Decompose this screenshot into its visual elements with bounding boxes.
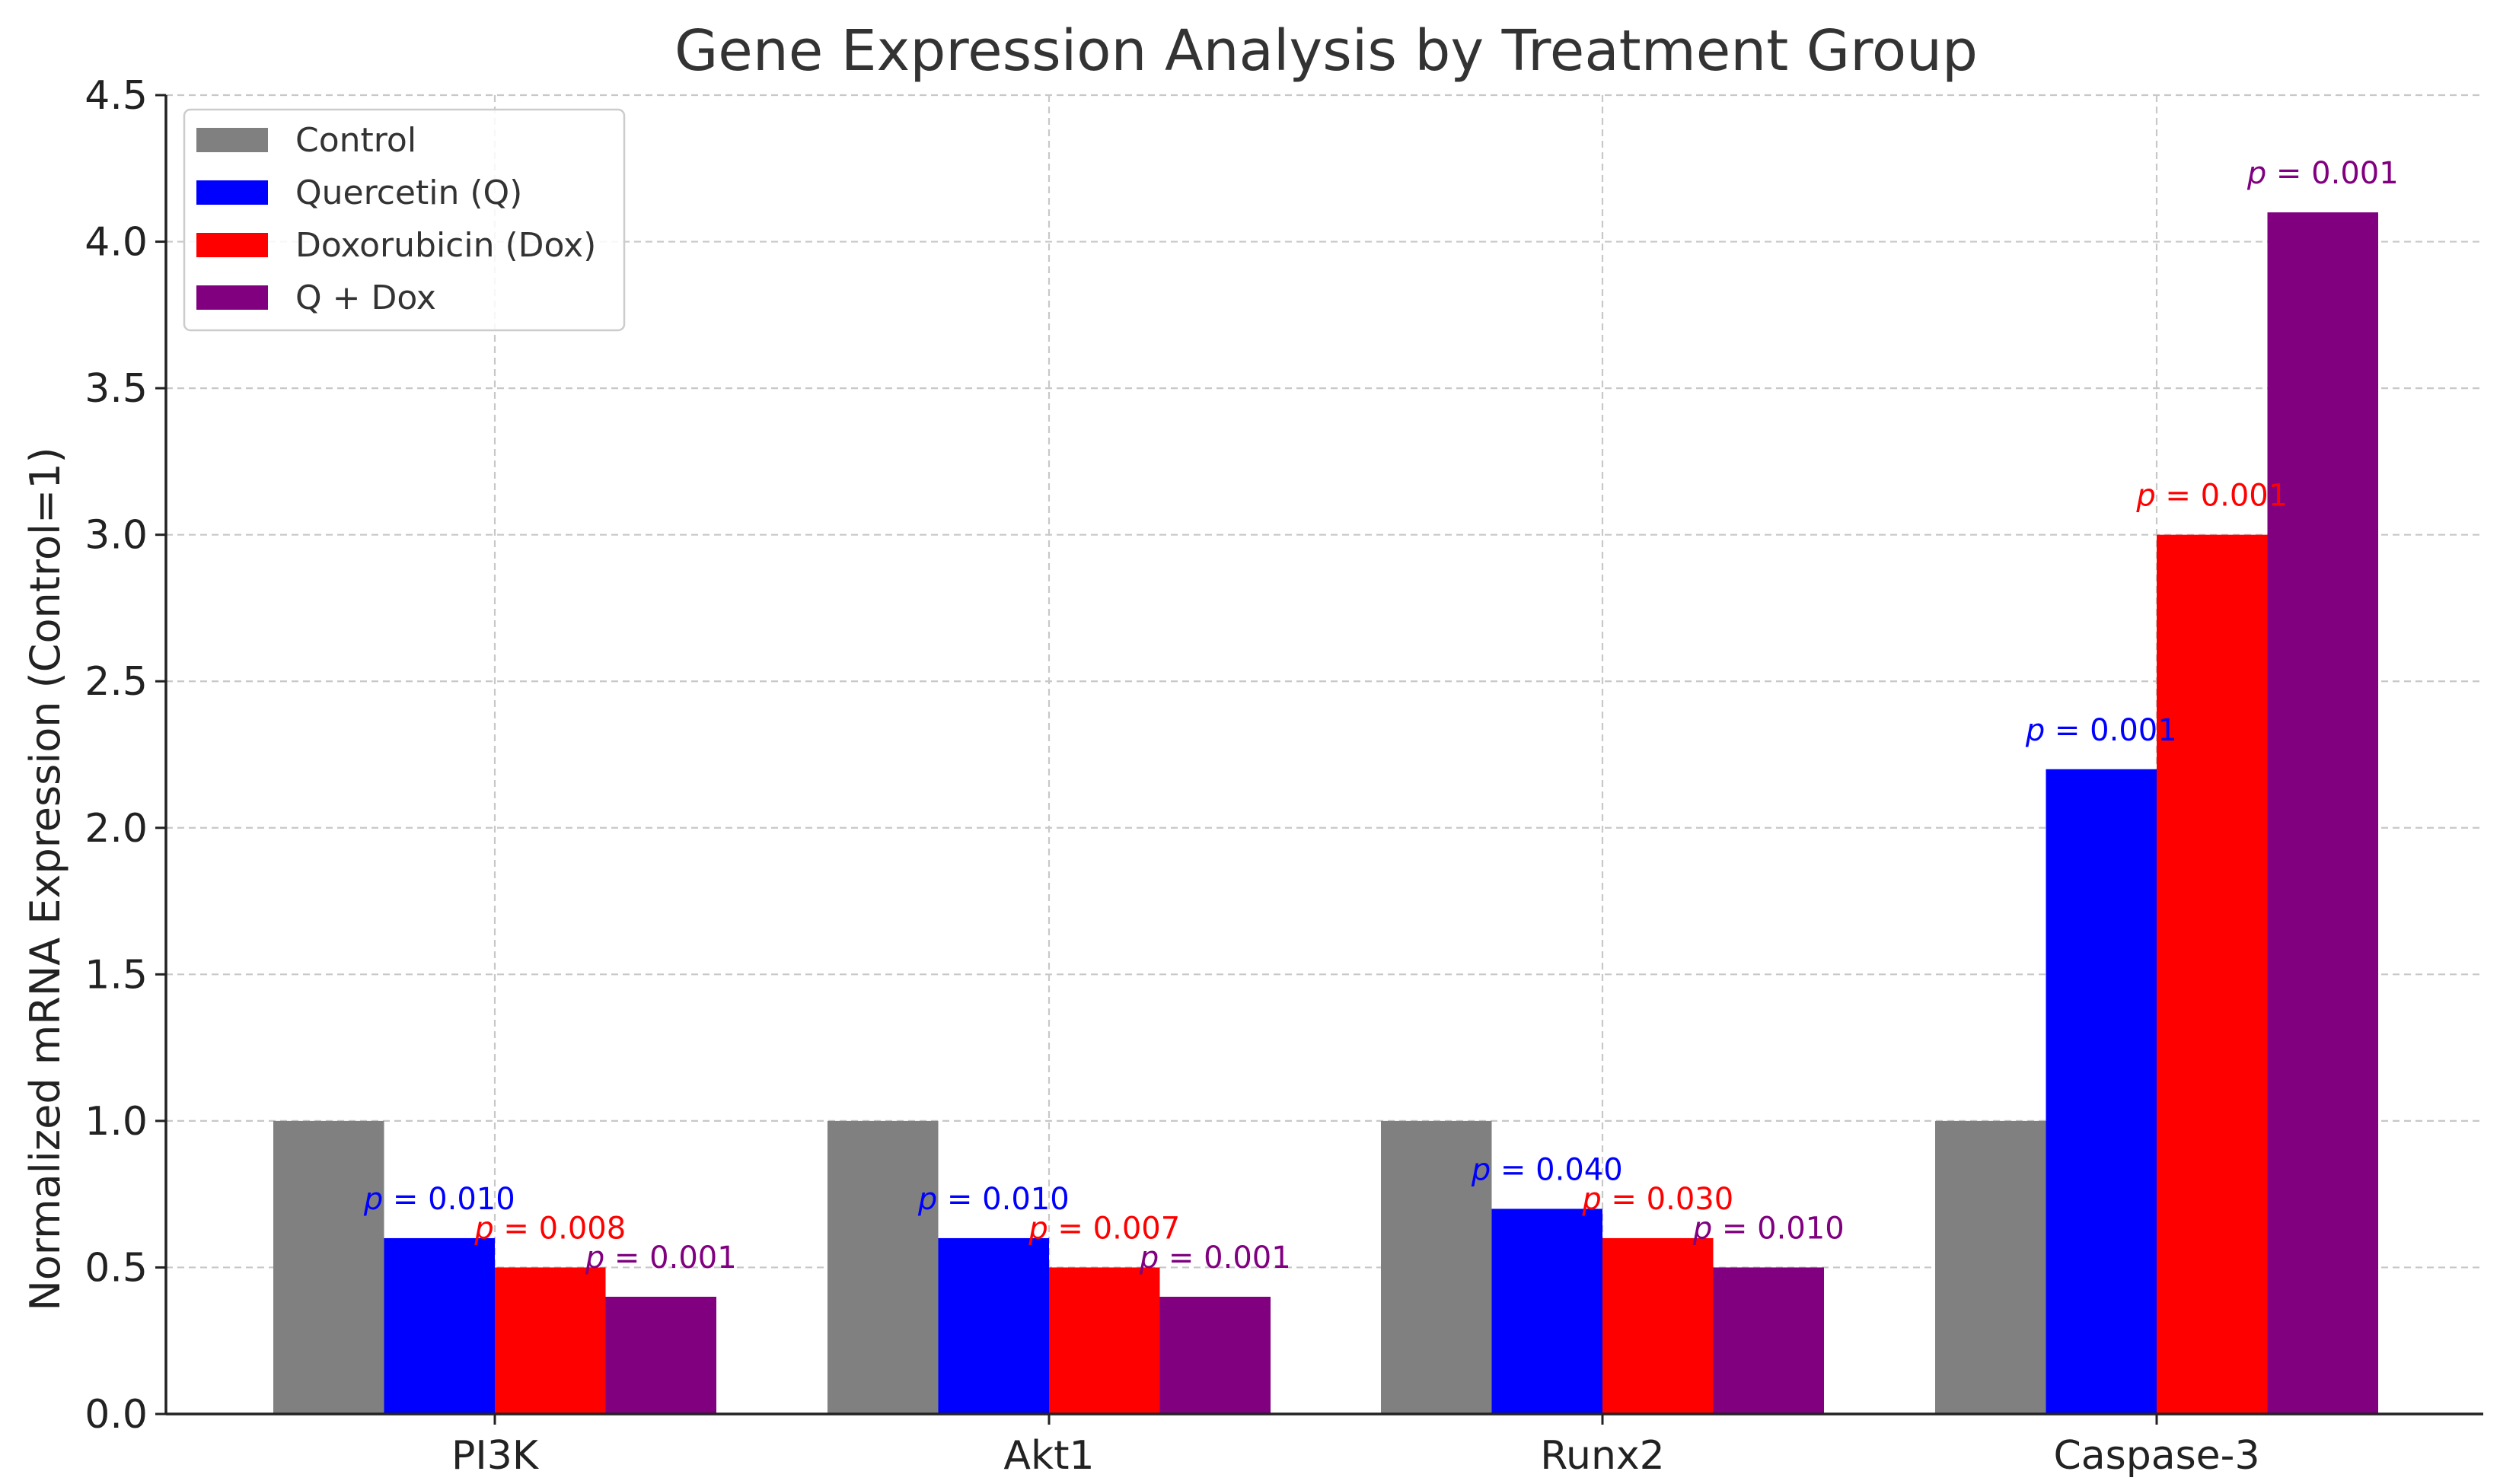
p-value-label: p = 0.001 (1139, 1240, 1291, 1275)
p-value-label: p = 0.008 (474, 1211, 626, 1246)
legend-label: Control (295, 121, 416, 160)
bar (1159, 1296, 1271, 1414)
x-tick-label: PI3K (451, 1433, 540, 1479)
legend-box (183, 108, 626, 332)
p-value-label: p = 0.001 (2246, 156, 2399, 191)
y-tick-label: 1.0 (85, 1099, 148, 1145)
p-value-label: p = 0.010 (1692, 1211, 1845, 1246)
bar (1381, 1120, 1492, 1414)
legend-swatch (196, 233, 268, 257)
y-tick-label: 0.0 (85, 1392, 148, 1438)
bar (827, 1120, 939, 1414)
legend-swatch (196, 285, 268, 310)
p-value-label: p = 0.001 (585, 1240, 737, 1275)
axes (155, 94, 2483, 1425)
bar (938, 1237, 1049, 1414)
bar (1713, 1267, 1824, 1414)
bar (2046, 769, 2157, 1414)
p-value-label: p = 0.001 (2135, 479, 2288, 514)
bar (1602, 1237, 1714, 1414)
p-value-label: p = 0.001 (2025, 713, 2177, 748)
y-tick-label: 2.5 (85, 659, 148, 705)
p-value-label: p = 0.007 (1028, 1211, 1180, 1246)
y-tick-label: 4.5 (85, 73, 148, 119)
bars (273, 212, 2378, 1414)
x-tick-label: Caspase-3 (2053, 1433, 2259, 1479)
y-tick-label: 1.5 (85, 952, 148, 998)
y-tick-label: 3.0 (85, 513, 148, 559)
p-value-label: p = 0.030 (1581, 1182, 1733, 1217)
x-tick-label: Akt1 (1003, 1433, 1094, 1479)
bar (495, 1267, 606, 1414)
bar (1935, 1120, 2046, 1414)
bar (605, 1296, 716, 1414)
bar (1049, 1267, 1160, 1414)
bar (273, 1120, 384, 1414)
x-tick-label: Runx2 (1540, 1433, 1665, 1479)
p-value-label: p = 0.010 (917, 1182, 1070, 1217)
legend-swatch (196, 180, 268, 205)
bar (2267, 212, 2378, 1414)
bar (1491, 1209, 1602, 1414)
legend: Control Quercetin (Q) Doxorubicin (Dox) Q +… (183, 108, 626, 332)
tick-labels: 0.0 0.5 1.0 1.5 2.0 2.5 3.0 3.5 4.0 4.5 PI3K Akt1 Ru… (85, 73, 2259, 1479)
bar (2157, 534, 2268, 1414)
y-axis-label: Normalized mRNA Expression (Control=1) (21, 447, 69, 1310)
y-tick-label: 2.0 (85, 806, 148, 852)
chart-title: Gene Expression Analysis by Treatment Gr… (674, 18, 1978, 84)
p-value-label: p = 0.040 (1471, 1152, 1623, 1187)
legend-swatch (196, 128, 268, 152)
legend-label: Q + Dox (295, 279, 436, 317)
p-value-label: p = 0.010 (363, 1182, 515, 1217)
bar (384, 1237, 495, 1414)
y-tick-label: 4.0 (85, 220, 148, 266)
legend-label: Quercetin (Q) (295, 174, 522, 212)
y-tick-label: 3.5 (85, 366, 148, 412)
y-tick-label: 0.5 (85, 1245, 148, 1291)
legend-label: Doxorubicin (Dox) (295, 226, 596, 265)
